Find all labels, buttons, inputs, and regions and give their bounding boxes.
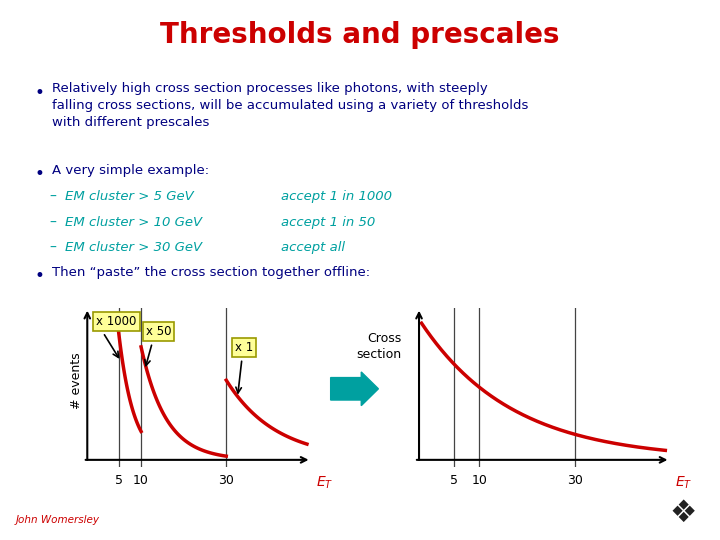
Text: •: • [35, 165, 45, 183]
Text: –: – [49, 241, 56, 255]
Text: $E_T$: $E_T$ [675, 474, 693, 491]
Text: Thresholds and prescales: Thresholds and prescales [161, 21, 559, 49]
Text: 10: 10 [133, 474, 149, 487]
Text: $E_T$: $E_T$ [316, 474, 333, 491]
Text: x 50: x 50 [145, 325, 171, 338]
Text: EM cluster > 5 GeV: EM cluster > 5 GeV [65, 190, 194, 203]
Text: ❖: ❖ [670, 499, 697, 528]
Text: EM cluster > 30 GeV: EM cluster > 30 GeV [65, 241, 202, 254]
Text: –: – [49, 216, 56, 230]
Text: Then “paste” the cross section together offline:: Then “paste” the cross section together … [52, 266, 370, 279]
Text: # events: # events [70, 352, 83, 409]
Text: John Womersley: John Womersley [16, 515, 100, 525]
Text: x 1: x 1 [235, 341, 253, 354]
Text: •: • [35, 84, 45, 102]
Text: •: • [35, 267, 45, 285]
Text: 5: 5 [114, 474, 122, 487]
Text: 5: 5 [450, 474, 458, 487]
Text: accept 1 in 50: accept 1 in 50 [281, 216, 375, 229]
Text: x 1000: x 1000 [96, 315, 137, 328]
Text: A very simple example:: A very simple example: [52, 164, 209, 177]
Text: –: – [49, 190, 56, 204]
Text: Cross
section: Cross section [356, 333, 402, 361]
Text: 30: 30 [567, 474, 582, 487]
Text: Relatively high cross section processes like photons, with steeply
falling cross: Relatively high cross section processes … [52, 82, 528, 129]
Text: 30: 30 [218, 474, 234, 487]
Text: accept 1 in 1000: accept 1 in 1000 [281, 190, 392, 203]
Text: 10: 10 [472, 474, 487, 487]
FancyArrow shape [330, 372, 379, 406]
Text: EM cluster > 10 GeV: EM cluster > 10 GeV [65, 216, 202, 229]
Text: accept all: accept all [281, 241, 345, 254]
